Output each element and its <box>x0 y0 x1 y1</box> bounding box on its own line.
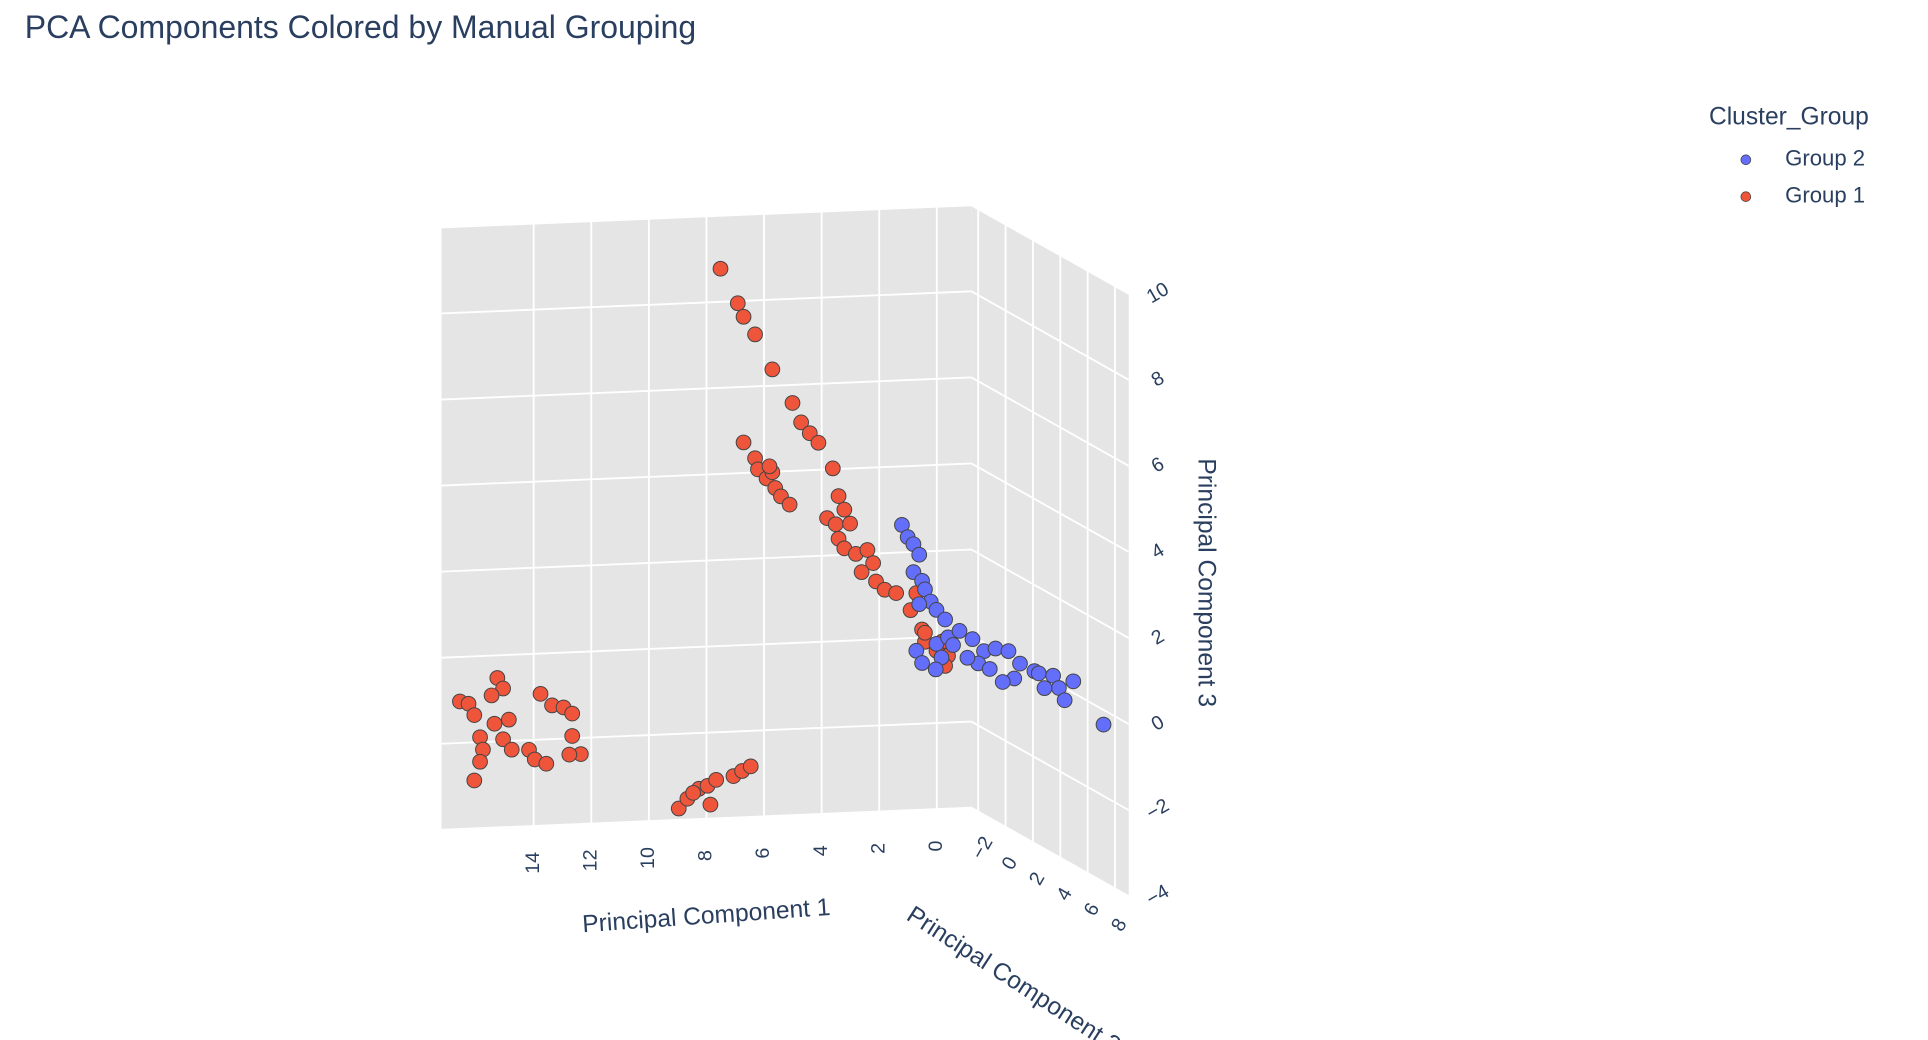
data-point <box>981 661 998 677</box>
data-point <box>486 715 503 732</box>
data-point <box>532 685 549 702</box>
x-tick-label: 0 <box>925 840 947 851</box>
data-point <box>483 687 500 704</box>
data-point <box>503 741 520 758</box>
data-point <box>914 655 930 671</box>
data-point <box>735 434 752 451</box>
data-point <box>670 800 687 817</box>
data-point <box>564 705 581 722</box>
data-point <box>781 496 798 513</box>
data-point <box>888 585 905 601</box>
data-point <box>764 361 781 378</box>
legend-marker <box>1740 154 1752 166</box>
data-point <box>466 707 483 723</box>
data-point <box>495 680 511 697</box>
data-point <box>538 755 555 772</box>
z-axis-title: Principal Component 3 <box>1192 458 1219 707</box>
data-point <box>561 746 578 763</box>
data-point <box>1012 655 1028 672</box>
data-point <box>761 458 778 475</box>
data-point <box>917 624 933 641</box>
data-point <box>472 753 488 770</box>
x-tick-label: 14 <box>522 852 544 874</box>
data-point <box>564 728 581 744</box>
z-grid-line <box>970 462 1130 553</box>
legend-title: Cluster_Group <box>1709 104 1869 131</box>
z-grid-line <box>441 720 972 745</box>
data-point <box>1095 716 1112 733</box>
z-grid-line <box>441 376 972 401</box>
z-grid-line <box>970 720 1130 811</box>
legend-marker <box>1740 191 1752 202</box>
data-point <box>1030 665 1047 682</box>
data-point <box>702 796 719 813</box>
z-grid-line <box>970 204 1130 295</box>
z-grid-line <box>441 634 972 659</box>
data-point <box>1056 692 1073 709</box>
data-point <box>1000 643 1017 660</box>
data-point <box>994 674 1011 690</box>
x-tick-label: 6 <box>752 848 774 859</box>
legend-item[interactable]: Group 1 <box>1740 183 1865 208</box>
legend-item[interactable]: Group 2 <box>1740 146 1865 171</box>
z-grid-line <box>970 290 1130 381</box>
legend-label: Group 2 <box>1785 146 1865 171</box>
data-point <box>466 772 483 789</box>
data-point <box>959 649 976 666</box>
x-tick-label: 10 <box>637 847 659 869</box>
data-point <box>784 395 801 411</box>
z-grid-line <box>441 290 972 315</box>
data-point <box>735 308 752 325</box>
z-grid-line <box>970 376 1130 467</box>
data-point <box>495 731 511 748</box>
z-grid-line <box>441 548 972 573</box>
data-point <box>729 295 746 312</box>
z-grid-line <box>970 548 1130 639</box>
data-point <box>842 515 858 532</box>
data-point <box>500 711 517 728</box>
scene-grid <box>441 204 1130 897</box>
z-grid-line <box>441 806 972 831</box>
data-point <box>1036 680 1053 697</box>
data-point <box>793 414 810 431</box>
z-grid-line <box>970 806 1130 897</box>
data-point <box>911 596 928 613</box>
legend-label: Group 1 <box>1785 183 1865 208</box>
data-point <box>911 546 928 563</box>
z-grid-line <box>441 462 972 487</box>
data-point <box>810 434 827 451</box>
data-point <box>836 501 853 518</box>
data-point <box>708 771 725 788</box>
data-point <box>747 326 763 343</box>
data-point <box>712 260 729 277</box>
data-point <box>951 623 968 639</box>
data-point <box>830 488 847 504</box>
z-grid-line <box>441 204 972 229</box>
data-point <box>853 564 870 581</box>
data-point <box>945 637 961 653</box>
data-point <box>685 784 702 801</box>
data-point <box>865 555 881 571</box>
data-point <box>987 640 1004 657</box>
data-point <box>859 542 876 558</box>
data-point <box>937 611 953 628</box>
data-point <box>964 631 981 648</box>
x-tick-label: 12 <box>579 849 601 871</box>
data-point <box>927 661 944 678</box>
chart-title: PCA Components Colored by Manual Groupin… <box>25 9 696 45</box>
data-point <box>742 758 759 775</box>
x-tick-label: 2 <box>867 843 889 854</box>
legend[interactable]: Cluster_Group Group 2 Group 1 <box>1709 104 1869 208</box>
x-tick-label: 4 <box>810 845 832 856</box>
data-point <box>827 516 844 533</box>
points <box>452 260 1112 817</box>
data-point <box>824 460 841 477</box>
x-tick-label: 8 <box>695 850 717 861</box>
data-point <box>1065 673 1082 690</box>
wall-pc2-pc3 <box>971 205 1129 897</box>
